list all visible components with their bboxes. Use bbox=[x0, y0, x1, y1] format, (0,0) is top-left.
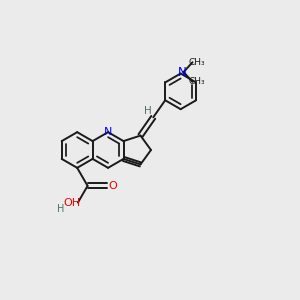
Text: H: H bbox=[144, 106, 152, 116]
Text: O: O bbox=[108, 181, 117, 191]
Text: CH₃: CH₃ bbox=[189, 58, 205, 67]
Text: CH₃: CH₃ bbox=[189, 77, 205, 86]
Text: OH: OH bbox=[63, 198, 80, 208]
Text: H: H bbox=[57, 204, 64, 214]
Text: N: N bbox=[104, 127, 112, 137]
Text: N: N bbox=[178, 65, 187, 79]
